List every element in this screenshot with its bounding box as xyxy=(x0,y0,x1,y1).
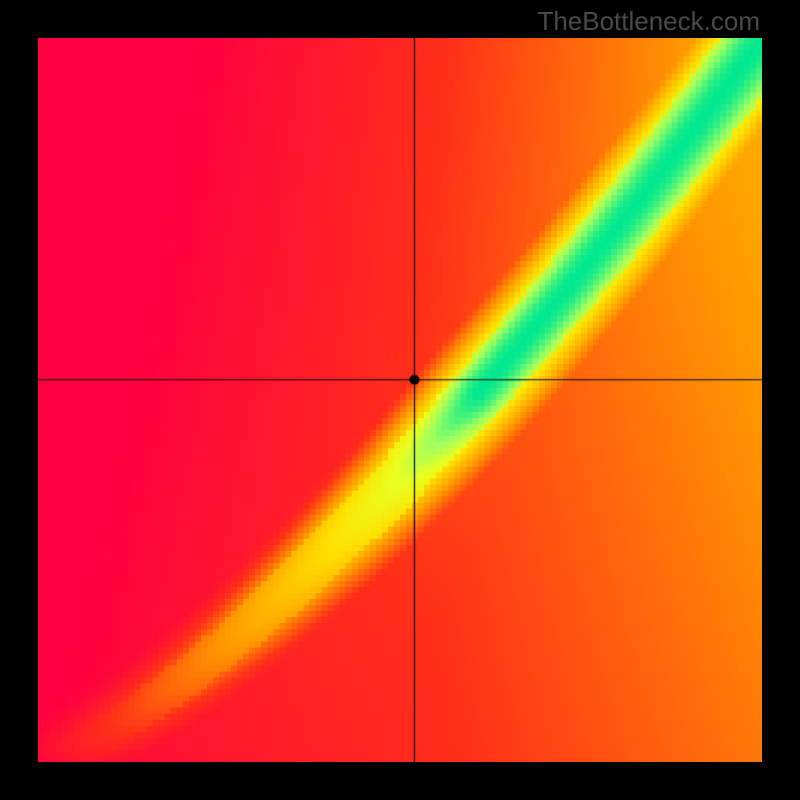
chart-container: TheBottleneck.com xyxy=(0,0,800,800)
crosshair-overlay xyxy=(0,0,800,800)
